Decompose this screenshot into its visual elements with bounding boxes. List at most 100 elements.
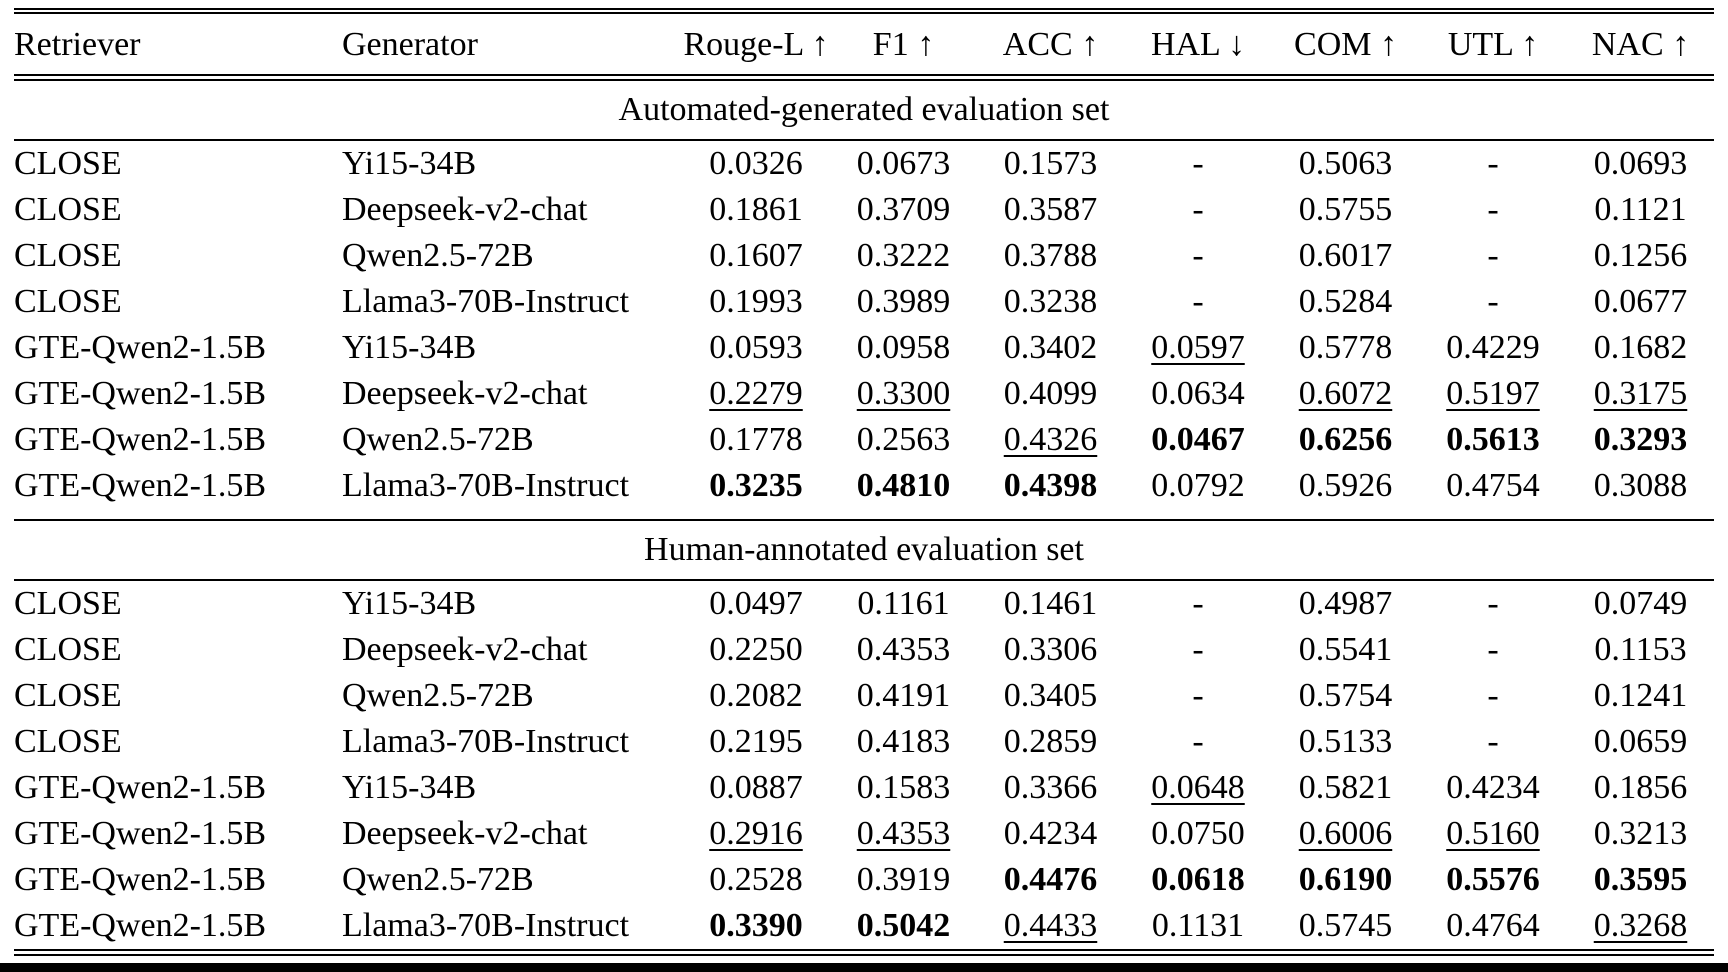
metric-value: 0.5926 [1298,467,1393,504]
metric-value: 0.3587 [1003,191,1098,228]
metric-value: 0.2279 [709,375,803,412]
metric-cell: - [1124,187,1272,233]
metric-value: 0.0750 [1151,815,1245,852]
metric-cell: 0.4234 [977,811,1124,857]
column-header: Retriever [14,26,141,63]
metric-value: 0.2528 [709,861,803,898]
metric-value: 0.4234 [1003,815,1098,852]
retriever-cell: CLOSE [14,585,122,622]
metric-cell: 0.1241 [1567,673,1714,719]
metric-value: 0.0648 [1151,769,1245,806]
generator-cell: Qwen2.5-72B [342,677,534,714]
generator-cell: Yi15-34B [342,585,477,622]
metric-cell: 0.5284 [1272,279,1419,325]
metric-value: 0.5576 [1446,861,1540,898]
table-row: GTE-Qwen2-1.5B Yi15-34B 0.0593 0.0958 0.3402… [14,325,1714,371]
metric-cell: 0.0693 [1567,140,1714,187]
metric-cell: 0.0792 [1124,463,1272,520]
metric-value: 0.1461 [1003,585,1098,622]
metric-value: 0.0677 [1593,283,1688,320]
section-title: Automated-generated evaluation set [14,76,1714,141]
metric-value: 0.3989 [856,283,951,320]
metric-value: 0.3595 [1593,861,1688,898]
section-title-row: Automated-generated evaluation set [14,76,1714,141]
metric-cell: 0.0673 [830,140,977,187]
metric-cell: 0.1993 [682,279,830,325]
retriever-cell: CLOSE [14,631,122,668]
metric-value: 0.5160 [1446,815,1540,852]
column-header: F1 ↑ [872,26,935,63]
metric-value: 0.5197 [1446,375,1540,412]
metric-value: 0.3088 [1593,467,1688,504]
metric-cell: 0.1161 [830,580,977,627]
retriever-cell: CLOSE [14,145,122,182]
column-header: Generator [342,26,478,63]
metric-value: 0.4099 [1003,375,1098,412]
metric-value: 0.4810 [856,467,951,504]
metric-cell: 0.4183 [830,719,977,765]
metric-value: - [1487,631,1499,668]
metric-cell: 0.2279 [682,371,830,417]
metric-value: - [1192,145,1204,182]
metric-cell: 0.1607 [682,233,830,279]
metric-cell: 0.5778 [1272,325,1419,371]
metric-value: 0.3235 [709,467,803,504]
metric-value: - [1192,631,1204,668]
metric-cell: 0.4353 [830,627,977,673]
generator-cell: Llama3-70B-Instruct [342,723,630,760]
metric-value: 0.1856 [1593,769,1688,806]
metric-value: 0.5613 [1446,421,1540,458]
metric-value: - [1487,237,1499,274]
metric-cell: 0.2859 [977,719,1124,765]
metric-cell: 0.3989 [830,279,977,325]
metric-cell: 0.5133 [1272,719,1419,765]
metric-value: - [1487,191,1499,228]
metric-cell: 0.0648 [1124,765,1272,811]
table-row: CLOSE Qwen2.5-72B 0.2082 0.4191 0.3405 - 0.575… [14,673,1714,719]
metric-cell: 0.5926 [1272,463,1419,520]
metric-value: 0.3300 [856,375,951,412]
metric-cell: 0.0887 [682,765,830,811]
bottom-edge-bar [0,963,1728,972]
metric-value: 0.3306 [1003,631,1098,668]
metric-value: 0.1607 [709,237,803,274]
metric-value: 0.5778 [1298,329,1393,366]
metric-value: 0.0958 [856,329,951,366]
metric-cell: 0.2528 [682,857,830,903]
metric-value: 0.1131 [1151,907,1245,944]
section-title-row: Human-annotated evaluation set [14,519,1714,581]
metric-value: 0.0618 [1151,861,1245,898]
metric-value: 0.0887 [709,769,803,806]
metric-cell: 0.1153 [1567,627,1714,673]
metric-value: 0.3402 [1003,329,1098,366]
metric-value: 0.2082 [709,677,803,714]
metric-cell: 0.5063 [1272,140,1419,187]
metric-cell: 0.2082 [682,673,830,719]
metric-value: 0.0634 [1151,375,1245,412]
metric-cell: 0.3175 [1567,371,1714,417]
retriever-cell: CLOSE [14,283,122,320]
metric-cell: - [1124,279,1272,325]
metric-cell: - [1124,719,1272,765]
metric-value: 0.3175 [1593,375,1688,412]
retriever-cell: CLOSE [14,723,122,760]
metric-value: 0.5133 [1298,723,1393,760]
retriever-cell: GTE-Qwen2-1.5B [14,329,267,366]
metric-cell: 0.5042 [830,903,977,953]
metric-value: 0.5754 [1298,677,1393,714]
metric-cell: 0.3238 [977,279,1124,325]
metric-value: 0.5541 [1298,631,1393,668]
metric-value: - [1487,585,1499,622]
metric-value: 0.1682 [1593,329,1688,366]
column-header: UTL ↑ [1447,26,1539,63]
generator-cell: Llama3-70B-Instruct [342,907,630,944]
metric-value: 0.1778 [709,421,803,458]
retriever-cell: GTE-Qwen2-1.5B [14,421,267,458]
metric-value: 0.4234 [1446,769,1540,806]
metric-value: - [1487,145,1499,182]
generator-cell: Qwen2.5-72B [342,237,534,274]
table-row: GTE-Qwen2-1.5B Qwen2.5-72B 0.2528 0.3919 0.4… [14,857,1714,903]
metric-value: 0.4229 [1446,329,1540,366]
metric-cell: 0.3709 [830,187,977,233]
